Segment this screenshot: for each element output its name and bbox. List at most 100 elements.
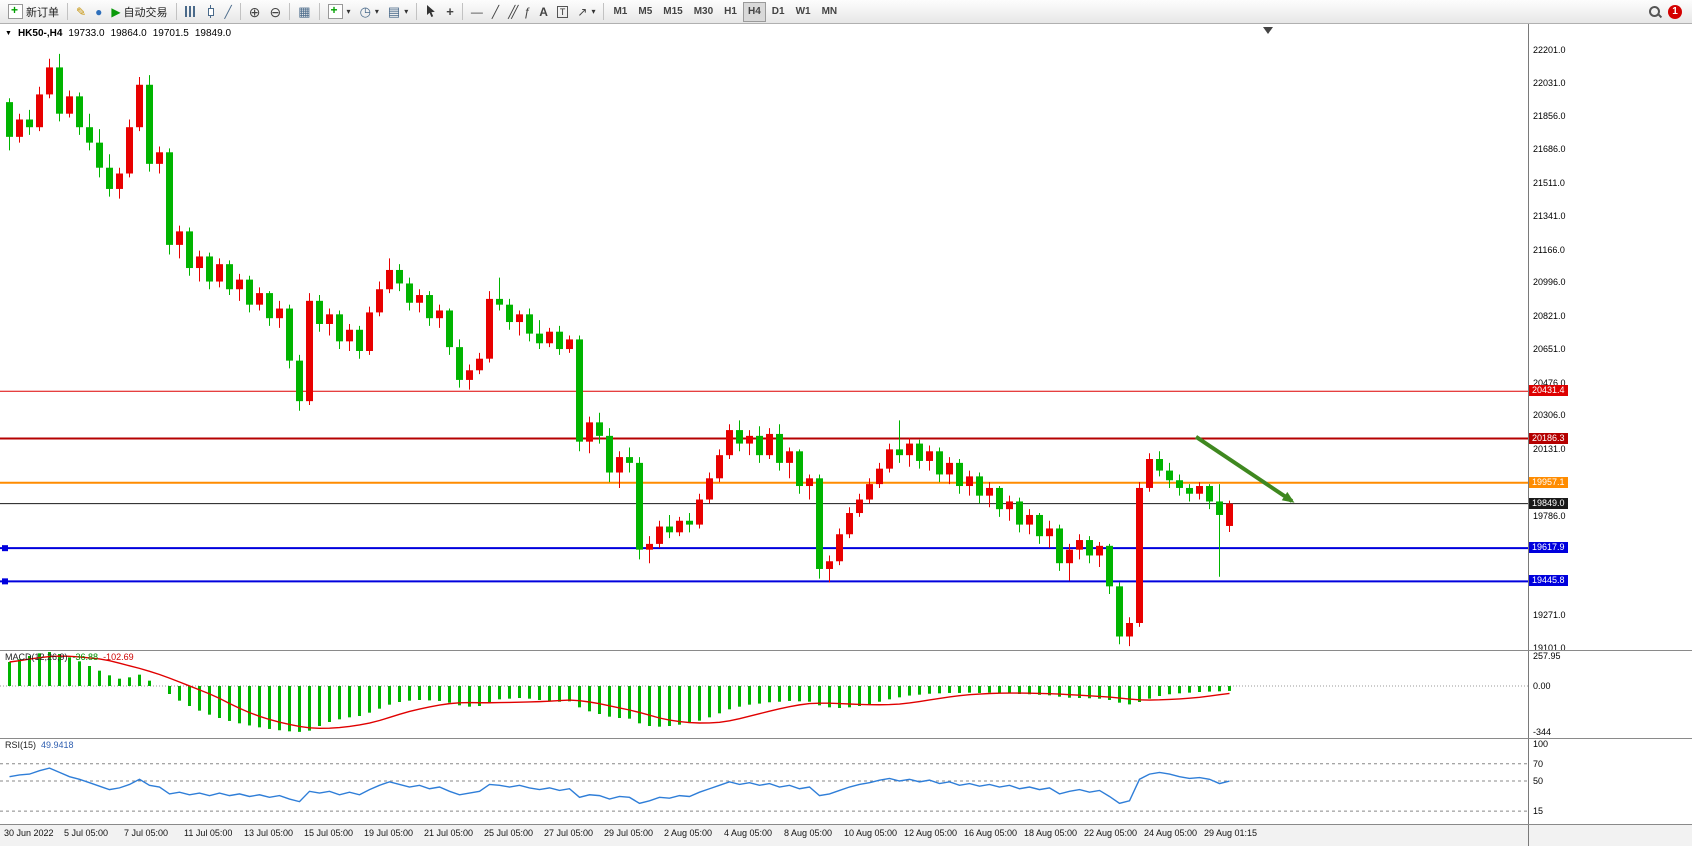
label-tool-button[interactable]: T xyxy=(553,2,573,22)
rsi-pane[interactable]: RSI(15) 49.9418 xyxy=(0,738,1528,824)
new-order-button[interactable]: + 新订单 xyxy=(4,2,63,22)
candle xyxy=(686,520,693,525)
candle xyxy=(176,231,183,245)
candle xyxy=(466,370,473,380)
timeframe-button-h1[interactable]: H1 xyxy=(719,2,742,22)
candle xyxy=(126,127,133,174)
price-tick: 21341.0 xyxy=(1533,210,1566,221)
price-badge: 19617.9 xyxy=(1529,542,1568,554)
pane-splitter[interactable] xyxy=(0,824,1692,825)
toolbar-separator xyxy=(461,3,463,20)
indicators-button[interactable]: + ▾ xyxy=(324,2,355,22)
time-axis[interactable]: 30 Jun 2022 5 Jul 05:00 7 Jul 05:00 11 Jul … xyxy=(0,824,1528,846)
crosshair-button[interactable]: + xyxy=(442,2,458,22)
time-axis-label: 16 Aug 05:00 xyxy=(964,828,1018,838)
candle xyxy=(1186,487,1193,494)
timeframe-button-d1[interactable]: D1 xyxy=(767,2,790,22)
price-axis[interactable]: 22201.0 22031.0 21856.0 21686.0 21511.0 21341… xyxy=(1528,24,1692,846)
candle xyxy=(346,329,353,342)
metaeditor-button[interactable]: ✎ xyxy=(72,2,90,22)
candle xyxy=(926,451,933,461)
candle xyxy=(1126,622,1133,637)
arrows-tool-button[interactable]: ↗ ▾ xyxy=(573,2,599,22)
main-chart-pane[interactable]: ▼ HK50-,H4 19733.0 19864.0 19701.5 19849… xyxy=(0,24,1528,650)
candlestick-chart[interactable] xyxy=(0,24,1528,650)
price-badge: 20186.3 xyxy=(1529,432,1568,444)
horizontal-line-button[interactable]: — xyxy=(467,2,487,22)
candle xyxy=(826,561,833,569)
rsi-chart[interactable] xyxy=(0,738,1528,824)
candle xyxy=(1006,501,1013,510)
channel-button[interactable]: ╱╱ xyxy=(504,2,519,22)
candle xyxy=(716,455,723,479)
community-button[interactable]: ● xyxy=(91,2,106,22)
time-axis-label: 30 Jun 2022 xyxy=(4,828,54,838)
shift-marker-icon xyxy=(1263,27,1273,34)
trendline-button[interactable]: ╱ xyxy=(488,2,503,22)
candle xyxy=(156,152,163,164)
candle xyxy=(446,310,453,348)
candle xyxy=(806,478,813,487)
timeframe-button-m1[interactable]: M1 xyxy=(608,2,632,22)
collapse-triangle-icon[interactable]: ▼ xyxy=(5,30,12,37)
candle xyxy=(1076,540,1083,550)
zoom-out-button[interactable]: ⊖ xyxy=(266,2,286,22)
time-axis-label: 12 Aug 05:00 xyxy=(904,828,958,838)
fibonacci-button[interactable]: ƒ xyxy=(520,2,535,22)
candle xyxy=(546,331,553,344)
timeframe-button-m5[interactable]: M5 xyxy=(633,2,657,22)
timeframe-button-m30[interactable]: M30 xyxy=(689,2,718,22)
macd-pane[interactable]: MACD(12,26,9) -36.88 -102.69 xyxy=(0,650,1528,738)
price-tick: 19786.0 xyxy=(1533,510,1566,521)
timeframe-button-h4[interactable]: H4 xyxy=(742,1,766,22)
toolbar-separator xyxy=(289,3,291,20)
plot-column: ▼ HK50-,H4 19733.0 19864.0 19701.5 19849… xyxy=(0,24,1528,846)
pane-splitter[interactable] xyxy=(0,650,1692,651)
text-label-icon: T xyxy=(556,5,569,18)
timeframe-button-mn[interactable]: MN xyxy=(817,2,843,22)
indicators-icon: + xyxy=(327,4,343,19)
text-tool-button[interactable]: A xyxy=(535,2,552,22)
candle xyxy=(856,499,863,514)
candle xyxy=(256,293,263,305)
candle xyxy=(376,289,383,313)
timeframe-button-w1[interactable]: W1 xyxy=(791,2,816,22)
candle xyxy=(286,308,293,361)
rsi-scale-label: 70 xyxy=(1533,758,1544,769)
templates-button[interactable]: ▤ ▾ xyxy=(384,2,412,22)
candle xyxy=(1086,540,1093,556)
candle xyxy=(456,347,463,380)
autotrading-button[interactable]: ▶ 自动交易 xyxy=(107,2,171,22)
zoom-in-button[interactable]: ⊕ xyxy=(245,2,265,22)
candle xyxy=(56,67,63,114)
axis-corner xyxy=(1529,824,1692,846)
chart-line-button[interactable]: ╱ xyxy=(221,2,236,22)
candle xyxy=(566,339,573,350)
candle xyxy=(756,435,763,456)
cursor-button[interactable] xyxy=(421,2,441,22)
macd-chart[interactable] xyxy=(0,650,1528,738)
timeframe-button-m15[interactable]: M15 xyxy=(658,2,687,22)
price-tick: 20131.0 xyxy=(1533,444,1566,455)
chart-candles-button[interactable] xyxy=(201,2,220,22)
price-tick: 20821.0 xyxy=(1533,311,1566,322)
community-icon: ● xyxy=(95,4,103,19)
search-button[interactable] xyxy=(1644,2,1665,22)
level-lines-layer xyxy=(0,390,1528,585)
cursor-icon xyxy=(427,5,436,17)
candle xyxy=(366,312,373,351)
new-order-icon: + xyxy=(8,4,23,19)
rsi-scale-label: 15 xyxy=(1533,806,1544,817)
fibonacci-icon: ƒ xyxy=(523,4,531,19)
price-tick: 22031.0 xyxy=(1533,77,1566,88)
tile-windows-button[interactable]: ▦ xyxy=(294,2,314,22)
price-badge: 20431.4 xyxy=(1529,385,1568,397)
chart-bars-button[interactable] xyxy=(181,2,200,22)
template-icon: ▤ xyxy=(387,3,401,19)
candle xyxy=(536,333,543,344)
pane-splitter[interactable] xyxy=(0,738,1692,739)
notification-badge[interactable]: 1 xyxy=(1668,4,1682,19)
periods-button[interactable]: ◷ ▾ xyxy=(356,2,383,22)
price-badge: 19445.8 xyxy=(1529,575,1568,587)
chart-header: ▼ HK50-,H4 19733.0 19864.0 19701.5 19849… xyxy=(5,28,231,39)
